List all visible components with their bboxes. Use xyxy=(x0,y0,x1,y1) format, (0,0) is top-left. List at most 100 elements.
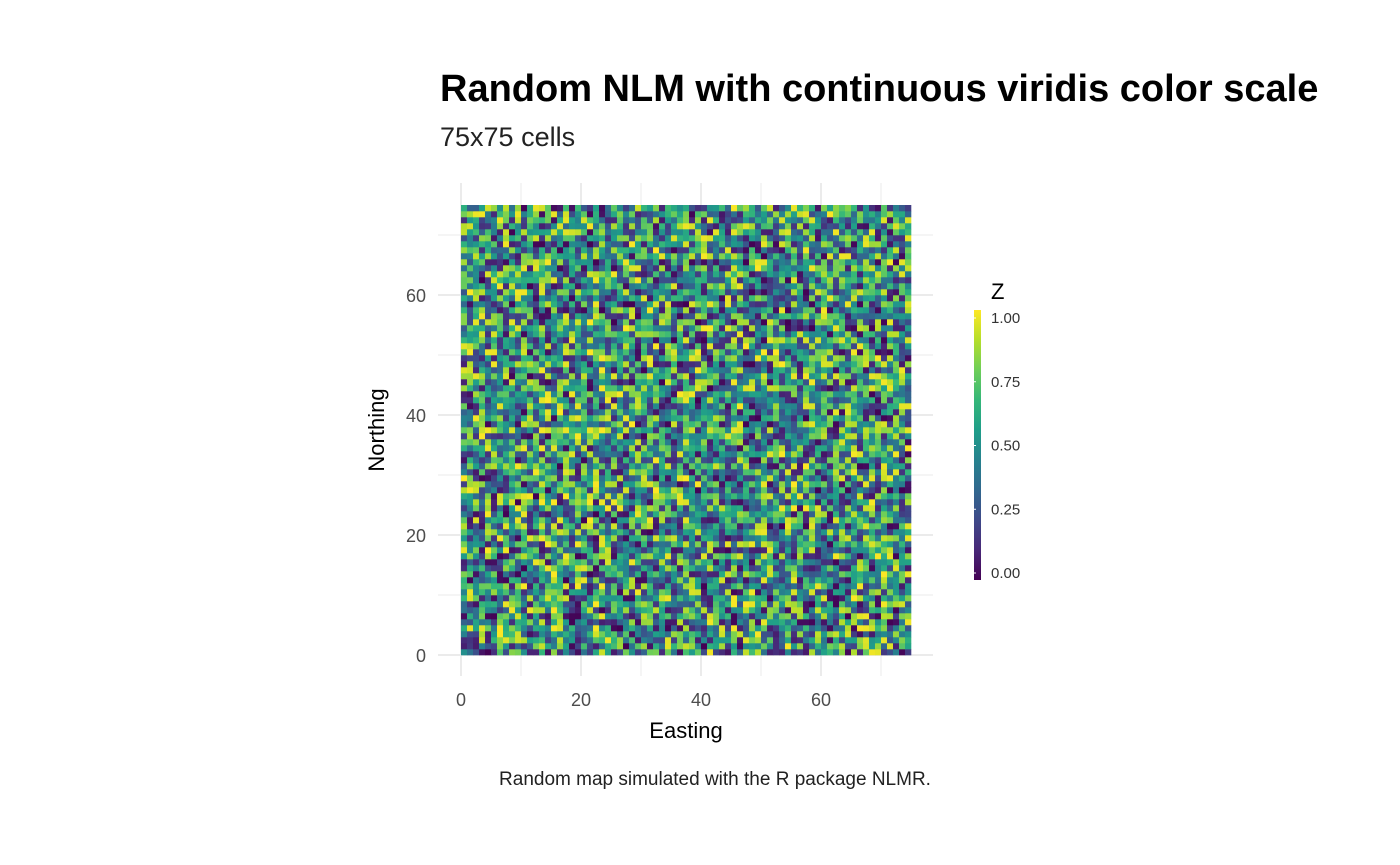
raster-cell xyxy=(749,613,756,620)
raster-cell xyxy=(791,265,798,272)
raster-cell xyxy=(875,427,882,434)
raster-cell xyxy=(569,487,576,494)
raster-cell xyxy=(725,577,732,584)
raster-cell xyxy=(839,529,846,536)
raster-cell xyxy=(839,403,846,410)
raster-cell xyxy=(827,361,834,368)
raster-cell xyxy=(623,313,630,320)
raster-cell xyxy=(611,295,618,302)
raster-cell xyxy=(647,433,654,440)
raster-cell xyxy=(659,643,666,650)
raster-cell xyxy=(725,589,732,596)
raster-cell xyxy=(737,415,744,422)
raster-cell xyxy=(647,535,654,542)
raster-cell xyxy=(671,445,678,452)
raster-cell xyxy=(749,265,756,272)
raster-cell xyxy=(905,355,912,362)
raster-cell xyxy=(557,403,564,410)
raster-cell xyxy=(491,535,498,542)
raster-cell xyxy=(707,637,714,644)
raster-cell xyxy=(533,613,540,620)
raster-cell xyxy=(647,631,654,638)
raster-cell xyxy=(569,277,576,284)
raster-cell xyxy=(815,475,822,482)
raster-cell xyxy=(743,355,750,362)
raster-cell xyxy=(881,325,888,332)
raster-cell xyxy=(521,331,528,338)
raster-cell xyxy=(899,583,906,590)
raster-cell xyxy=(659,409,666,416)
raster-cell xyxy=(575,517,582,524)
raster-cell xyxy=(641,373,648,380)
raster-cell xyxy=(887,313,894,320)
raster-cell xyxy=(569,373,576,380)
raster-cell xyxy=(503,349,510,356)
raster-cell xyxy=(863,493,870,500)
raster-cell xyxy=(647,397,654,404)
raster-cell xyxy=(707,595,714,602)
raster-cell xyxy=(533,625,540,632)
raster-cell xyxy=(755,589,762,596)
raster-cell xyxy=(683,271,690,278)
raster-cell xyxy=(689,295,696,302)
raster-cell xyxy=(635,571,642,578)
raster-cell xyxy=(593,475,600,482)
raster-cell xyxy=(875,463,882,470)
raster-cell xyxy=(653,289,660,296)
raster-cell xyxy=(887,265,894,272)
raster-cell xyxy=(779,547,786,554)
raster-cell xyxy=(485,637,492,644)
raster-cell xyxy=(563,517,570,524)
raster-cell xyxy=(593,457,600,464)
raster-cell xyxy=(545,283,552,290)
raster-cell xyxy=(671,259,678,266)
raster-cell xyxy=(713,391,720,398)
raster-cell xyxy=(791,397,798,404)
raster-cell xyxy=(629,601,636,608)
raster-cell xyxy=(647,421,654,428)
raster-cell xyxy=(467,595,474,602)
raster-cell xyxy=(569,409,576,416)
raster-cell xyxy=(695,463,702,470)
raster-cell xyxy=(671,295,678,302)
raster-cell xyxy=(641,259,648,266)
raster-cell xyxy=(857,349,864,356)
raster-cell xyxy=(737,631,744,638)
raster-cell xyxy=(491,331,498,338)
raster-cell xyxy=(623,379,630,386)
raster-cell xyxy=(665,457,672,464)
raster-cell xyxy=(815,631,822,638)
raster-cell xyxy=(695,487,702,494)
raster-cell xyxy=(665,565,672,572)
raster-cell xyxy=(677,283,684,290)
raster-cell xyxy=(467,253,474,260)
raster-cell xyxy=(773,607,780,614)
raster-cell xyxy=(659,595,666,602)
raster-cell xyxy=(557,367,564,374)
raster-cell xyxy=(797,271,804,278)
raster-cell xyxy=(683,619,690,626)
raster-cell xyxy=(893,637,900,644)
raster-cell xyxy=(587,517,594,524)
raster-cell xyxy=(539,625,546,632)
raster-cell xyxy=(707,511,714,518)
raster-cell xyxy=(575,535,582,542)
raster-cell xyxy=(743,469,750,476)
raster-cell xyxy=(683,577,690,584)
raster-cell xyxy=(611,427,618,434)
raster-cell xyxy=(671,565,678,572)
raster-cell xyxy=(479,421,486,428)
raster-cell xyxy=(725,421,732,428)
raster-cell xyxy=(515,337,522,344)
raster-cell xyxy=(629,535,636,542)
raster-cell xyxy=(491,529,498,536)
raster-cell xyxy=(563,271,570,278)
raster-cell xyxy=(617,361,624,368)
raster-cell xyxy=(875,577,882,584)
raster-cell xyxy=(479,259,486,266)
raster-cell xyxy=(635,475,642,482)
raster-cell xyxy=(677,415,684,422)
raster-cell xyxy=(605,499,612,506)
raster-cell xyxy=(845,397,852,404)
raster-cell xyxy=(605,319,612,326)
